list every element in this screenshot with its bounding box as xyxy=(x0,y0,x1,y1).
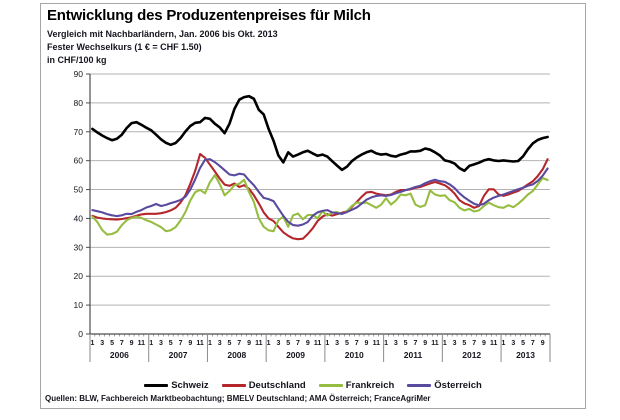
month-label: 7 xyxy=(472,340,476,347)
series-line-deutschland xyxy=(91,152,549,241)
month-label: 7 xyxy=(296,340,300,347)
year-label: 2011 xyxy=(404,350,423,360)
month-label: 11 xyxy=(196,340,204,347)
chart-subtitle-period: Vergleich mit Nachbarländern, Jan. 2006 … xyxy=(47,29,278,39)
month-label: 7 xyxy=(355,340,359,347)
year-label: 2006 xyxy=(110,350,129,360)
month-label: 5 xyxy=(345,340,349,347)
chart-subtitle-exchange-rate: Fester Wechselkurs (1 € = CHF 1.50) xyxy=(47,42,202,52)
month-label: 1 xyxy=(267,340,271,347)
month-label: 5 xyxy=(286,340,290,347)
legend-label-deutschland: Deutschland xyxy=(248,379,306,391)
month-label: 3 xyxy=(100,340,104,347)
y-tick-label: 20 xyxy=(74,271,84,281)
month-label: 1 xyxy=(443,340,447,347)
source-note: Quellen: BLW, Fachbereich Marktbeobachtu… xyxy=(45,394,431,403)
month-label: 3 xyxy=(335,340,339,347)
y-tick-label: 30 xyxy=(74,242,84,252)
month-label: 11 xyxy=(431,340,439,347)
legend-item-schweiz: Schweiz xyxy=(144,380,209,391)
y-tick-label: 70 xyxy=(74,127,84,137)
month-label: 7 xyxy=(531,340,535,347)
month-label: 3 xyxy=(511,340,515,347)
month-label: 9 xyxy=(541,340,545,347)
series-line-schweiz xyxy=(91,94,549,173)
legend-swatch-deutschland xyxy=(221,383,246,387)
year-label: 2012 xyxy=(462,350,481,360)
year-label: 2010 xyxy=(345,350,364,360)
chart-unit-label: in CHF/100 kg xyxy=(47,55,107,65)
y-tick-label: 80 xyxy=(74,98,84,108)
month-label: 7 xyxy=(120,340,124,347)
month-label: 3 xyxy=(276,340,280,347)
legend-swatch-schweiz xyxy=(144,383,169,387)
month-label: 1 xyxy=(502,340,506,347)
month-label: 3 xyxy=(159,340,163,347)
y-tick-label: 40 xyxy=(74,213,84,223)
year-label: 2009 xyxy=(286,350,305,360)
chart-legend: Schweiz Deutschland Frankreich Österreich xyxy=(40,378,586,392)
month-label: 1 xyxy=(90,340,94,347)
month-label: 9 xyxy=(365,340,369,347)
month-label: 1 xyxy=(149,340,153,347)
month-label: 9 xyxy=(306,340,310,347)
legend-item-frankreich: Frankreich xyxy=(318,379,395,391)
legend-label-frankreich: Frankreich xyxy=(345,379,395,391)
month-label: 11 xyxy=(255,340,263,347)
month-label: 1 xyxy=(208,340,212,347)
y-tick-label: 0 xyxy=(78,329,83,339)
month-label: 5 xyxy=(462,340,466,347)
month-label: 11 xyxy=(138,340,146,347)
month-label: 5 xyxy=(228,340,232,347)
month-label: 3 xyxy=(218,340,222,347)
legend-label-österreich: Österreich xyxy=(434,379,482,391)
year-label: 2008 xyxy=(227,350,246,360)
month-label: 5 xyxy=(110,340,114,347)
month-label: 11 xyxy=(373,340,381,347)
month-label: 9 xyxy=(188,340,192,347)
series-line-österreich xyxy=(91,158,549,227)
year-label: 2013 xyxy=(516,350,535,360)
month-label: 9 xyxy=(423,340,427,347)
month-label: 11 xyxy=(314,340,322,347)
legend-swatch-österreich xyxy=(407,383,432,387)
month-label: 1 xyxy=(384,340,388,347)
legend-label-schweiz: Schweiz xyxy=(171,379,209,391)
series-line-frankreich xyxy=(91,174,549,236)
y-tick-label: 90 xyxy=(74,69,84,79)
month-label: 7 xyxy=(237,340,241,347)
month-label: 1 xyxy=(325,340,329,347)
y-tick-label: 60 xyxy=(74,156,84,166)
legend-item-deutschland: Deutschland xyxy=(221,379,306,391)
month-label: 11 xyxy=(490,340,498,347)
month-label: 7 xyxy=(179,340,183,347)
chart-title: Entwicklung des Produzentenpreises für M… xyxy=(47,7,371,24)
month-label: 5 xyxy=(169,340,173,347)
legend-item-österreich: Österreich xyxy=(407,380,482,391)
month-label: 5 xyxy=(404,340,408,347)
y-tick-label: 10 xyxy=(74,300,84,310)
month-label: 9 xyxy=(247,340,251,347)
legend-swatch-frankreich xyxy=(318,383,343,387)
month-label: 9 xyxy=(130,340,134,347)
month-label: 5 xyxy=(521,340,525,347)
month-label: 3 xyxy=(453,340,457,347)
month-label: 3 xyxy=(394,340,398,347)
year-label: 2007 xyxy=(169,350,188,360)
y-tick-label: 50 xyxy=(74,185,84,195)
month-label: 7 xyxy=(413,340,417,347)
month-label: 9 xyxy=(482,340,486,347)
